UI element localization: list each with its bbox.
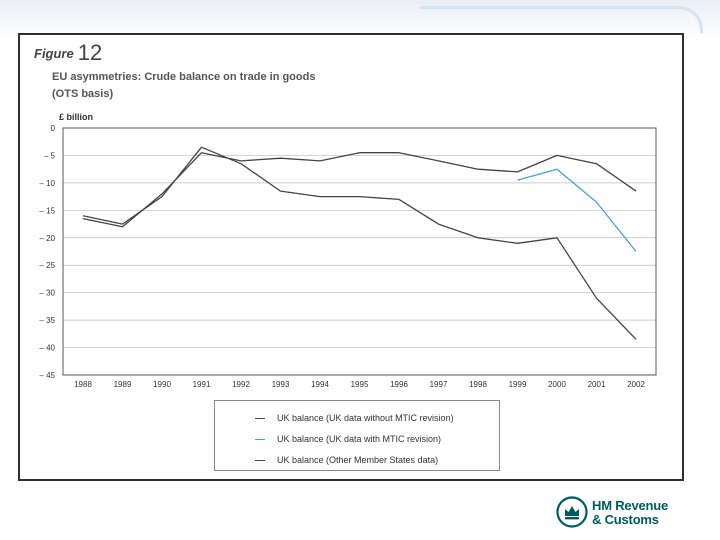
x-tick-label: 2000 <box>548 380 566 389</box>
logo-text: HM Revenue & Customs <box>592 499 668 527</box>
legend-swatch <box>255 417 265 419</box>
legend-swatch <box>255 438 265 440</box>
y-tick-label: – 40 <box>39 344 55 353</box>
x-tick-label: 1988 <box>74 380 92 389</box>
figure-title-line2: (OTS basis) <box>52 88 114 100</box>
series-line <box>82 146 637 340</box>
x-tick-label: 1993 <box>272 380 290 389</box>
figure-number: 12 <box>77 40 103 65</box>
y-tick-label: – 35 <box>39 316 55 325</box>
logo-line1: HM Revenue <box>592 498 669 513</box>
figure-title: EU asymmetries: Crude balance on trade i… <box>52 69 452 103</box>
series-line <box>517 168 637 252</box>
y-tick-label: – 20 <box>39 234 55 243</box>
legend-item: UK balance (Other Member States data) <box>255 453 438 467</box>
x-tick-label: 1998 <box>469 380 487 389</box>
figure-label: Figure 12 <box>34 40 102 66</box>
figure-word: Figure <box>34 46 74 61</box>
x-tick-label: 1995 <box>351 380 369 389</box>
legend-label: UK balance (UK data with MTIC revision) <box>277 434 442 444</box>
logo-line2: & Customs <box>592 512 659 527</box>
legend-label: UK balance (UK data without MTIC revisio… <box>277 413 454 423</box>
x-tick-label: 1996 <box>390 380 408 389</box>
x-tick-label: 1990 <box>153 380 171 389</box>
x-tick-label: 1992 <box>232 380 250 389</box>
x-tick-label: 1999 <box>509 380 527 389</box>
y-tick-label: – 5 <box>44 151 56 160</box>
series-line <box>82 152 637 228</box>
x-tick-label: 1994 <box>311 380 329 389</box>
y-tick-label: – 25 <box>39 261 55 270</box>
y-tick-label: – 45 <box>39 371 55 380</box>
x-tick-label: 2002 <box>627 380 645 389</box>
legend-label: UK balance (Other Member States data) <box>277 455 439 465</box>
y-tick-label: – 10 <box>39 179 55 188</box>
x-tick-label: 1989 <box>114 380 132 389</box>
x-tick-label: 2001 <box>588 380 606 389</box>
crown-crest-icon <box>556 496 588 528</box>
x-tick-label: 1991 <box>193 380 211 389</box>
hmrc-logo: HM Revenue & Customs <box>556 496 686 532</box>
legend-item: UK balance (UK data with MTIC revision) <box>255 432 441 446</box>
x-tick-label: 1997 <box>430 380 448 389</box>
y-axis-label: £ billion <box>59 112 93 122</box>
chart-legend: UK balance (UK data without MTIC revisio… <box>214 400 500 471</box>
figure-title-line1: EU asymmetries: Crude balance on trade i… <box>52 71 316 83</box>
y-tick-label: 0 <box>51 124 56 133</box>
y-tick-label: – 30 <box>39 289 55 298</box>
plot-area-frame <box>62 127 657 376</box>
decorative-swoosh <box>420 6 703 33</box>
y-tick-label: – 15 <box>39 206 55 215</box>
legend-swatch <box>255 459 265 461</box>
figure-frame: Figure 12 EU asymmetries: Crude balance o… <box>18 33 684 481</box>
legend-item: UK balance (UK data without MTIC revisio… <box>255 411 454 425</box>
